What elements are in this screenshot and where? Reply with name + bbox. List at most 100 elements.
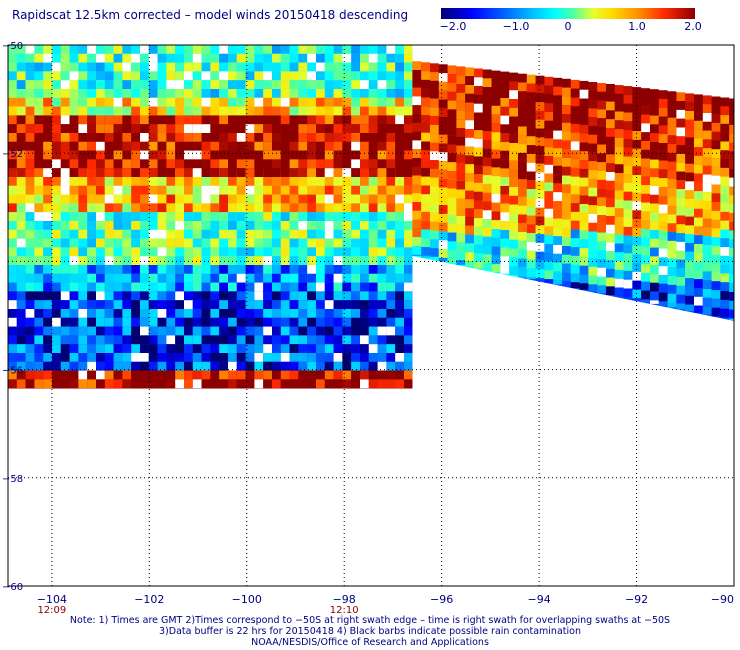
data-cell <box>113 53 123 63</box>
data-cell <box>25 379 35 389</box>
data-cell <box>25 247 35 257</box>
data-cell <box>729 107 734 117</box>
data-cell <box>201 238 211 248</box>
data-cell <box>430 221 439 231</box>
data-cell <box>570 115 580 124</box>
data-cell <box>729 177 734 187</box>
data-cell <box>236 124 246 133</box>
data-cell <box>386 370 396 380</box>
data-cell <box>324 150 334 160</box>
data-cell <box>34 45 44 54</box>
data-cell <box>368 247 378 257</box>
data-cell <box>131 185 140 195</box>
data-cell <box>43 344 52 353</box>
data-cell <box>254 335 264 345</box>
data-cell <box>104 291 114 301</box>
data-cell <box>104 265 114 274</box>
data-cell <box>25 89 35 98</box>
data-cell <box>500 194 510 204</box>
data-cell <box>650 247 659 257</box>
data-cell <box>104 53 114 63</box>
data-cell <box>236 326 246 336</box>
data-cell <box>333 194 343 204</box>
data-cell <box>25 194 35 204</box>
data-cell <box>210 291 220 301</box>
data-cell <box>438 134 448 144</box>
data-cell <box>43 353 52 362</box>
data-cell <box>509 134 518 143</box>
data-cell <box>597 215 606 224</box>
data-cell <box>131 97 140 107</box>
data-cell <box>175 53 184 63</box>
data-cell <box>447 100 457 110</box>
data-cell <box>412 219 422 229</box>
data-cell <box>360 115 369 125</box>
data-cell <box>87 53 96 63</box>
data-cell <box>465 120 474 129</box>
data-cell <box>307 89 316 98</box>
data-cell <box>324 71 334 81</box>
data-cell <box>69 97 79 107</box>
data-cell <box>236 185 246 195</box>
data-cell <box>368 291 378 301</box>
colorbar-tick-label: −2.0 <box>439 20 467 33</box>
data-cell <box>280 53 290 63</box>
data-cell <box>219 203 228 213</box>
data-cell <box>360 273 369 283</box>
data-cell <box>280 80 290 89</box>
data-cell <box>219 353 228 362</box>
data-cell <box>16 353 26 362</box>
data-cell <box>368 45 378 54</box>
data-cell <box>702 262 712 272</box>
data-cell <box>113 106 123 116</box>
data-cell <box>482 131 492 140</box>
data-cell <box>184 291 193 301</box>
data-cell <box>509 222 518 231</box>
data-cell <box>491 246 501 256</box>
data-cell <box>201 89 211 98</box>
data-cell <box>43 203 52 213</box>
data-cell <box>351 370 360 380</box>
data-cell <box>360 335 369 345</box>
data-cell <box>491 97 501 106</box>
data-cell <box>544 244 554 253</box>
data-cell <box>307 106 316 116</box>
data-cell <box>553 86 562 96</box>
data-cell <box>658 90 668 99</box>
data-cell <box>307 203 316 213</box>
data-cell <box>289 326 299 336</box>
data-cell <box>562 166 571 176</box>
data-cell <box>192 97 202 107</box>
data-cell <box>175 221 184 230</box>
data-cell <box>192 115 202 125</box>
data-cell <box>342 379 352 389</box>
data-cell <box>60 97 70 107</box>
data-cell <box>60 141 70 151</box>
data-cell <box>360 309 369 318</box>
data-cell <box>641 211 650 221</box>
data-cell <box>404 71 413 81</box>
data-cell <box>245 159 255 169</box>
data-cell <box>588 161 598 170</box>
data-cell <box>245 115 255 125</box>
data-cell <box>377 326 387 336</box>
data-cell <box>34 379 44 389</box>
data-cell <box>52 168 61 177</box>
data-cell <box>140 203 149 213</box>
data-cell <box>641 264 650 273</box>
data-cell <box>192 185 202 195</box>
data-cell <box>43 256 52 265</box>
data-cell <box>553 95 562 105</box>
data-cell <box>553 157 562 166</box>
data-cell <box>52 344 61 353</box>
data-cell <box>272 141 281 151</box>
data-cell <box>140 212 149 221</box>
data-cell <box>526 259 536 269</box>
data-cell <box>395 80 404 89</box>
data-cell <box>192 300 202 309</box>
data-cell <box>711 237 721 247</box>
data-cell <box>289 124 299 133</box>
data-cell <box>87 247 96 257</box>
data-cell <box>676 224 686 234</box>
data-cell <box>368 229 378 239</box>
